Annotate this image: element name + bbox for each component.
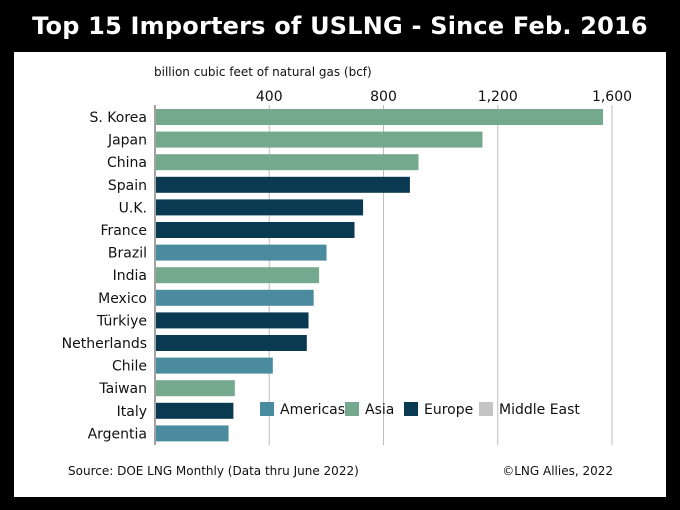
legend-swatch [479, 402, 493, 416]
category-label: India [113, 268, 147, 284]
bar [156, 289, 314, 306]
bar [156, 357, 273, 374]
bar [156, 244, 327, 261]
chart-panel: 400 800 1,200 1,600 billion cubic feet of na… [14, 52, 666, 497]
copyright-note: ©LNG Allies, 2022 [502, 464, 613, 478]
category-label: Netherlands [62, 336, 147, 352]
bar [156, 222, 355, 238]
source-note: Source: DOE LNG Monthly (Data thru June … [68, 464, 359, 478]
category-label: Japan [107, 133, 147, 149]
bar [156, 425, 229, 442]
legend-swatch [260, 402, 274, 416]
bar [156, 199, 364, 216]
legend-label: Asia [365, 402, 394, 418]
category-label: Spain [108, 178, 147, 194]
bar [156, 267, 320, 284]
legend-swatch [345, 402, 359, 416]
legend-swatch [404, 402, 418, 416]
bar [156, 402, 234, 419]
bar [156, 131, 483, 148]
x-tick-label: 1,200 [478, 89, 518, 105]
category-label: S. Korea [90, 110, 147, 126]
category-label: Italy [117, 404, 147, 420]
bar [156, 176, 410, 193]
x-tick-label: 1,600 [592, 89, 632, 105]
bar [156, 109, 604, 125]
category-label: Chile [112, 359, 147, 375]
bar [156, 335, 307, 351]
x-tick-label: 400 [256, 89, 283, 105]
chart-title: Top 15 Importers of USLNG - Since Feb. 2… [32, 12, 648, 40]
category-label: Taiwan [98, 381, 147, 397]
bar [156, 154, 419, 171]
bar-chart: 400 800 1,200 1,600 billion cubic feet of na… [62, 65, 632, 478]
legend-label: Europe [424, 402, 473, 418]
category-label: Mexico [98, 291, 147, 307]
legend-label: Americas [280, 402, 345, 418]
legend-label: Middle East [499, 402, 580, 418]
category-label: Brazil [108, 246, 147, 262]
x-axis-label: billion cubic feet of natural gas (bcf) [154, 65, 372, 79]
category-label: China [107, 155, 147, 171]
category-label: Argentia [88, 426, 147, 442]
bar [156, 312, 309, 329]
x-tick-label: 800 [370, 89, 397, 105]
bar [156, 380, 235, 397]
category-label: France [100, 223, 147, 239]
category-label: U.K. [119, 200, 147, 216]
category-label: Türkiye [96, 313, 147, 329]
